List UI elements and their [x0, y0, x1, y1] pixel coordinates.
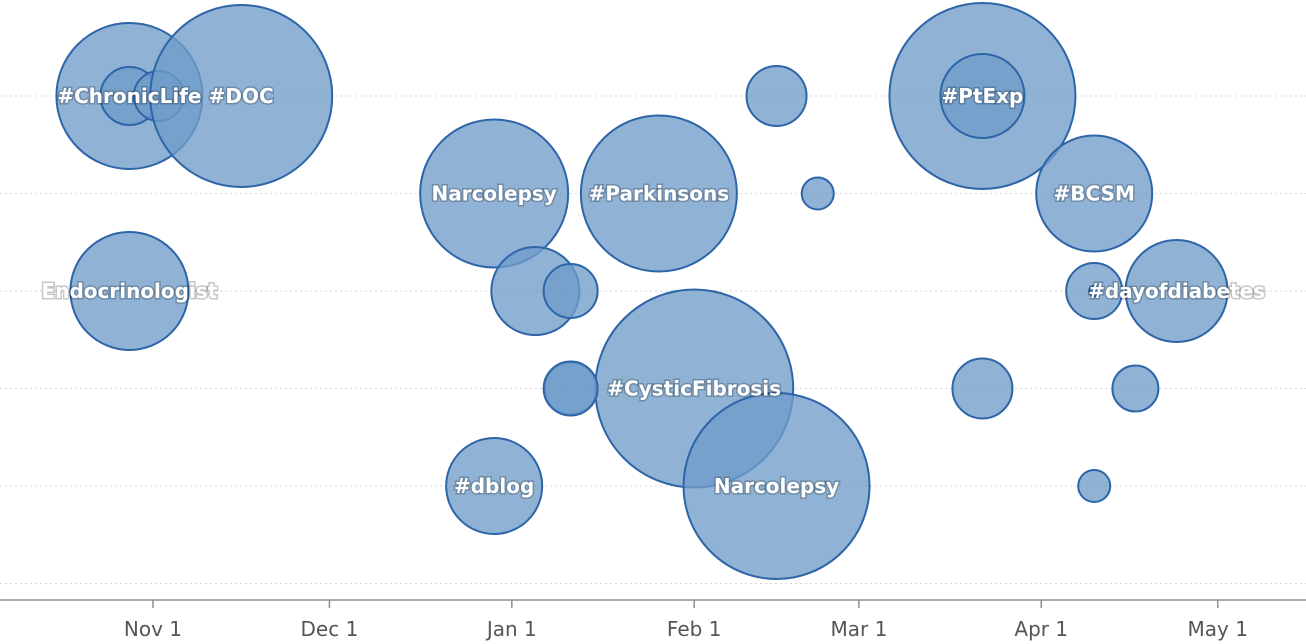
- bubble-label-0: #ChronicLife: [57, 84, 201, 108]
- bubble-22[interactable]: [1111, 364, 1160, 413]
- x-tick-label-4: Mar 1: [830, 617, 887, 641]
- bubble-23[interactable]: [1077, 469, 1112, 503]
- x-tick-label-6: May 1: [1188, 617, 1248, 641]
- x-tick-label-2: Jan 1: [485, 617, 537, 641]
- bubbles: [55, 2, 1229, 580]
- bubble-14[interactable]: [800, 176, 835, 211]
- x-tick-label-3: Feb 1: [667, 617, 722, 641]
- bubble-label-12: Narcolepsy: [714, 474, 839, 498]
- bubble-20[interactable]: [1124, 239, 1229, 343]
- bubble-label-3: #DOC: [209, 84, 274, 108]
- bubble-21[interactable]: [951, 357, 1014, 420]
- bubble-19[interactable]: [1088, 285, 1101, 297]
- bubble-labels: #ChronicLife #DOC Endocrinologist Narcoleps…: [40, 83, 1267, 500]
- bubble-10[interactable]: [579, 114, 738, 273]
- x-axis: Nov 1 Dec 1 Jan 1 Feb 1 Mar 1 Apr 1 May 1: [0, 599, 1306, 641]
- bubble-label-5: Narcolepsy: [431, 182, 556, 206]
- bubble-label-9: #dblog: [454, 474, 534, 498]
- bubble-label-10: #Parkinsons: [589, 182, 729, 206]
- bubble-label-15: #PtExp: [942, 84, 1024, 108]
- bubble-13[interactable]: [745, 65, 808, 127]
- bubble-label-20: #dayofdiabetes: [1088, 279, 1265, 303]
- bubble-5[interactable]: [419, 118, 570, 269]
- bubble-label-17: #BCSM: [1054, 182, 1135, 206]
- bubble-4[interactable]: [69, 231, 190, 351]
- bubble-24[interactable]: [542, 360, 599, 417]
- bubble-16[interactable]: [939, 53, 1026, 139]
- x-tick-label-5: Apr 1: [1014, 617, 1068, 641]
- bubble-label-11: #CysticFibrosis: [607, 377, 781, 401]
- bubble-9[interactable]: [445, 437, 544, 535]
- bubble-label-4: Endocrinologist: [42, 279, 218, 303]
- bubble-3[interactable]: [149, 4, 334, 188]
- x-tick-label-1: Dec 1: [301, 617, 359, 641]
- bubble-12[interactable]: [682, 392, 871, 580]
- bubble-17[interactable]: [1035, 134, 1154, 253]
- x-tick-label-0: Nov 1: [124, 617, 182, 641]
- bubble-7[interactable]: [542, 263, 599, 319]
